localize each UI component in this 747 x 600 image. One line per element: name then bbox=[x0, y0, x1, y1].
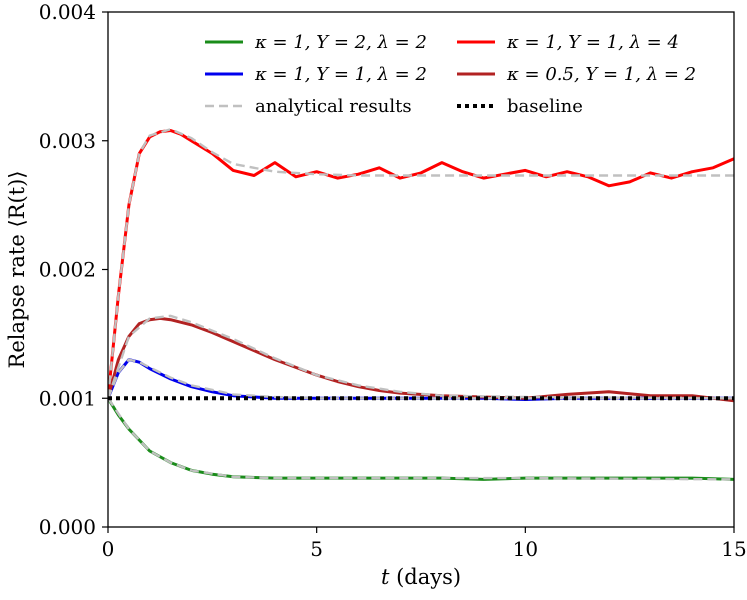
analytical-curve-2 bbox=[108, 358, 734, 400]
x-tick-label: 5 bbox=[310, 537, 323, 561]
y-tick-label: 0.001 bbox=[39, 386, 96, 410]
series-line-0 bbox=[108, 397, 734, 481]
y-tick-label: 0.000 bbox=[39, 515, 96, 539]
plot-area bbox=[108, 127, 734, 481]
axis-ticks: 0 5 10 15 0.000 0.001 0.002 0.003 0.004 bbox=[39, 0, 747, 561]
x-tick-label: 0 bbox=[102, 537, 115, 561]
axis-labels: t (days) Relapse rate ⟨R(t)⟩ bbox=[5, 171, 461, 589]
analytical-curve-1 bbox=[108, 127, 734, 399]
legend-entry: κ = 1, Y = 1, λ = 4 bbox=[457, 32, 679, 53]
x-tick-label: 15 bbox=[721, 537, 746, 561]
legend-entry: κ = 1, Y = 1, λ = 2 bbox=[205, 64, 427, 85]
legend-label: κ = 1, Y = 1, λ = 4 bbox=[506, 32, 679, 53]
legend-entry: analytical results bbox=[205, 96, 412, 117]
legend-label: κ = 0.5, Y = 1, λ = 2 bbox=[506, 64, 696, 85]
analytical-curve-0 bbox=[108, 397, 734, 481]
y-axis-label: Relapse rate ⟨R(t)⟩ bbox=[5, 171, 29, 369]
x-tick-label: 10 bbox=[513, 537, 538, 561]
plot-frame bbox=[107, 11, 735, 528]
legend-entry: κ = 0.5, Y = 1, λ = 2 bbox=[457, 64, 696, 85]
legend-label: κ = 1, Y = 1, λ = 2 bbox=[254, 64, 427, 85]
axes bbox=[107, 11, 735, 528]
analytical-curve-3 bbox=[108, 314, 734, 400]
legend-label: analytical results bbox=[255, 96, 412, 117]
legend-label: κ = 1, Y = 2, λ = 2 bbox=[254, 32, 427, 53]
y-tick-label: 0.002 bbox=[39, 258, 96, 282]
y-tick-label: 0.003 bbox=[39, 129, 96, 153]
series-line-1 bbox=[108, 129, 734, 399]
legend-label: baseline bbox=[507, 96, 583, 117]
x-axis-label: t (days) bbox=[381, 565, 461, 589]
legend-entry: κ = 1, Y = 2, λ = 2 bbox=[205, 32, 427, 53]
y-tick-label: 0.004 bbox=[39, 0, 96, 24]
legend: κ = 1, Y = 2, λ = 2 κ = 1, Y = 1, λ = 4 κ … bbox=[205, 32, 696, 117]
legend-entry: baseline bbox=[457, 96, 583, 117]
